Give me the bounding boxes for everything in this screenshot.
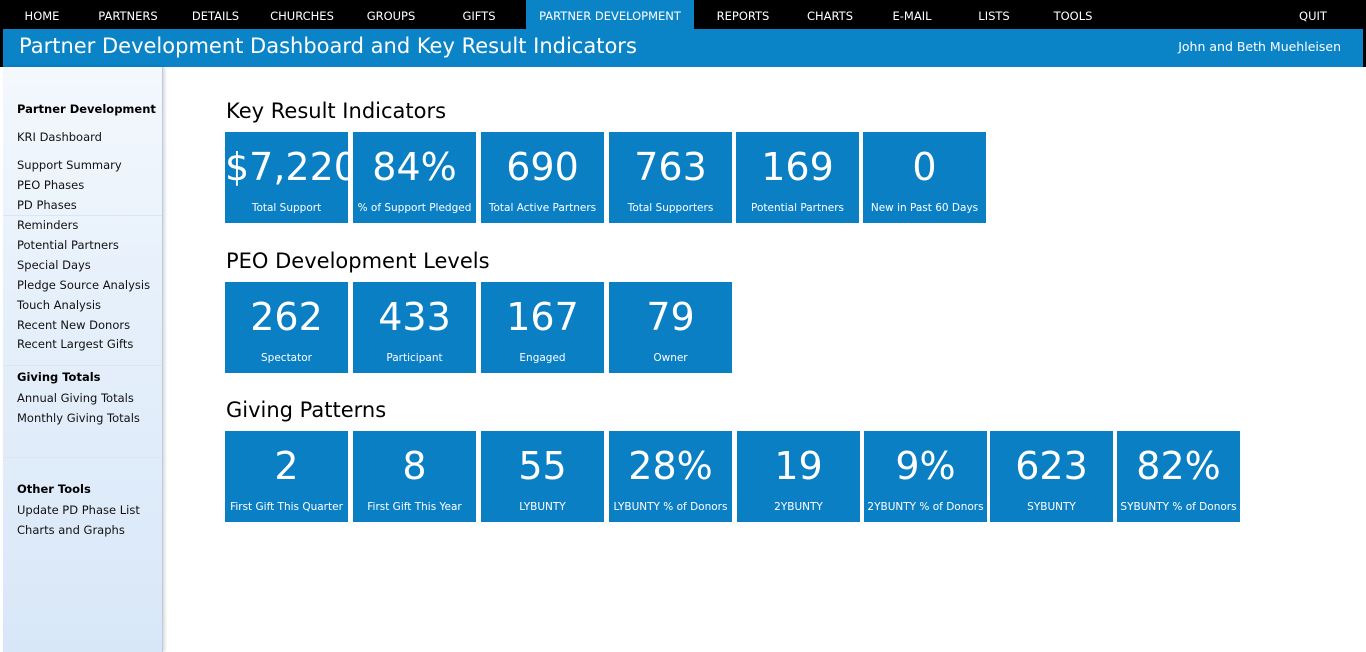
giving-tile-2ybunty-pct[interactable]: 9% 2YBUNTY % of Donors [864,431,987,522]
sidebar-item-pd-phases[interactable]: PD Phases [17,198,77,212]
sidebar-item-recent-largest-gifts[interactable]: Recent Largest Gifts [17,337,134,351]
tile-value: 82% [1136,444,1221,488]
tile-value: 19 [774,444,823,488]
tile-label: First Gift This Year [367,501,462,513]
tile-value: 28% [628,444,713,488]
kri-tile-total-active-partners[interactable]: 690 Total Active Partners [481,132,604,223]
tile-value: 9% [895,444,956,488]
tile-label: Total Support [251,202,322,214]
peo-tile-owner[interactable]: 79 Owner [609,282,732,373]
tile-label: Spectator [261,352,312,364]
tile-label: Potential Partners [751,202,844,214]
tile-value: 167 [506,295,579,339]
sidebar-item-reminders[interactable]: Reminders [17,218,79,232]
sidebar-item-recent-new-donors[interactable]: Recent New Donors [17,318,131,332]
giving-tile-sybunty-pct[interactable]: 82% SYBUNTY % of Donors [1117,431,1240,522]
tile-value: 2 [274,444,299,488]
sidebar-item-pledge-source-analysis[interactable]: Pledge Source Analysis [17,278,151,292]
section-title-peo: PEO Development Levels [226,249,490,273]
nav-email[interactable]: E-MAIL [892,9,932,23]
nav-partner-development[interactable]: PARTNER DEVELOPMENT [526,0,694,29]
tile-value: 8 [402,444,427,488]
sidebar-heading-partner-development: Partner Development [17,102,156,116]
kri-tile-total-support[interactable]: $7,220 Total Support [225,132,358,223]
section-title-giving: Giving Patterns [226,398,387,422]
kri-tile-total-supporters[interactable]: 763 Total Supporters [609,132,732,223]
user-name: John and Beth Muehleisen [1178,39,1341,54]
tile-value: 55 [518,444,567,488]
tile-label: % of Support Pledged [357,202,472,214]
giving-tile-2ybunty[interactable]: 19 2YBUNTY [737,431,860,522]
peo-tile-participant[interactable]: 433 Participant [353,282,476,373]
giving-tile-lybunty[interactable]: 55 LYBUNTY [481,431,604,522]
sidebar-item-touch-analysis[interactable]: Touch Analysis [17,298,102,312]
nav-quit[interactable]: QUIT [1299,9,1327,23]
sidebar-item-charts-and-graphs[interactable]: Charts and Graphs [17,523,125,537]
giving-tile-sybunty[interactable]: 623 SYBUNTY [990,431,1113,522]
tile-value: 690 [506,145,579,189]
sidebar-item-monthly-giving-totals[interactable]: Monthly Giving Totals [17,411,140,425]
nav-home[interactable]: HOME [24,9,60,23]
tile-label: Total Supporters [627,202,714,214]
giving-tile-first-gift-year[interactable]: 8 First Gift This Year [353,431,476,522]
tile-label: Owner [653,352,688,364]
sidebar: Partner Development KRI Dashboard Suppor… [3,67,163,652]
sidebar-item-annual-giving-totals[interactable]: Annual Giving Totals [17,391,134,405]
tile-value: 84% [372,145,457,189]
giving-tile-lybunty-pct[interactable]: 28% LYBUNTY % of Donors [609,431,732,522]
tile-label: 2YBUNTY [774,501,823,513]
nav-gifts[interactable]: GIFTS [462,9,496,23]
tile-value: 79 [646,295,695,339]
tile-value: 169 [761,145,834,189]
nav-groups[interactable]: GROUPS [366,9,416,23]
tile-label: LYBUNTY [519,501,566,513]
sidebar-divider [3,215,162,216]
peo-tile-engaged[interactable]: 167 Engaged [481,282,604,373]
peo-tile-spectator[interactable]: 262 Spectator [225,282,348,373]
tile-label: Total Active Partners [488,202,597,214]
sidebar-divider [3,365,162,366]
sidebar-heading-giving-totals: Giving Totals [17,370,101,384]
nav-churches[interactable]: CHURCHES [270,9,334,23]
page-header: Partner Development Dashboard and Key Re… [0,29,1366,67]
tile-label: First Gift This Quarter [230,501,343,513]
tile-value: 433 [378,295,451,339]
tile-label: 2YBUNTY % of Donors [867,501,984,513]
tile-label: LYBUNTY % of Donors [613,501,728,513]
tile-value: $7,220 [225,145,358,189]
tile-label: SYBUNTY % of Donors [1120,501,1237,513]
tile-value: 0 [912,145,937,189]
tile-label: Participant [386,352,443,364]
kri-tile-potential-partners[interactable]: 169 Potential Partners [736,132,859,223]
nav-charts[interactable]: CHARTS [806,9,854,23]
tile-label: SYBUNTY [1027,501,1076,513]
giving-tile-first-gift-quarter[interactable]: 2 First Gift This Quarter [225,431,348,522]
sidebar-item-potential-partners[interactable]: Potential Partners [17,238,119,252]
nav-partners[interactable]: PARTNERS [98,9,158,23]
tile-value: 262 [250,295,323,339]
nav-details[interactable]: DETAILS [191,9,240,23]
kri-tile-support-pledged[interactable]: 84% % of Support Pledged [353,132,476,223]
sidebar-divider [3,457,162,458]
sidebar-item-peo-phases[interactable]: PEO Phases [17,178,85,192]
tile-label: New in Past 60 Days [870,202,979,214]
tile-value: 623 [1015,444,1088,488]
sidebar-item-support-summary[interactable]: Support Summary [17,158,122,172]
sidebar-item-update-pd-phase-list[interactable]: Update PD Phase List [17,503,140,517]
tile-label: Engaged [519,352,566,364]
tile-value: 763 [634,145,707,189]
page-title: Partner Development Dashboard and Key Re… [19,34,637,58]
kri-tile-new-in-past-60-days[interactable]: 0 New in Past 60 Days [863,132,986,223]
sidebar-heading-other-tools: Other Tools [17,482,91,496]
sidebar-item-special-days[interactable]: Special Days [17,258,91,272]
nav-tools[interactable]: TOOLS [1053,9,1093,23]
nav-reports[interactable]: REPORTS [716,9,770,23]
top-nav: HOME PARTNERS DETAILS CHURCHES GROUPS GI… [0,0,1366,29]
nav-lists[interactable]: LISTS [978,9,1010,23]
sidebar-item-kri-dashboard[interactable]: KRI Dashboard [17,130,102,144]
section-title-kri: Key Result Indicators [226,99,447,123]
